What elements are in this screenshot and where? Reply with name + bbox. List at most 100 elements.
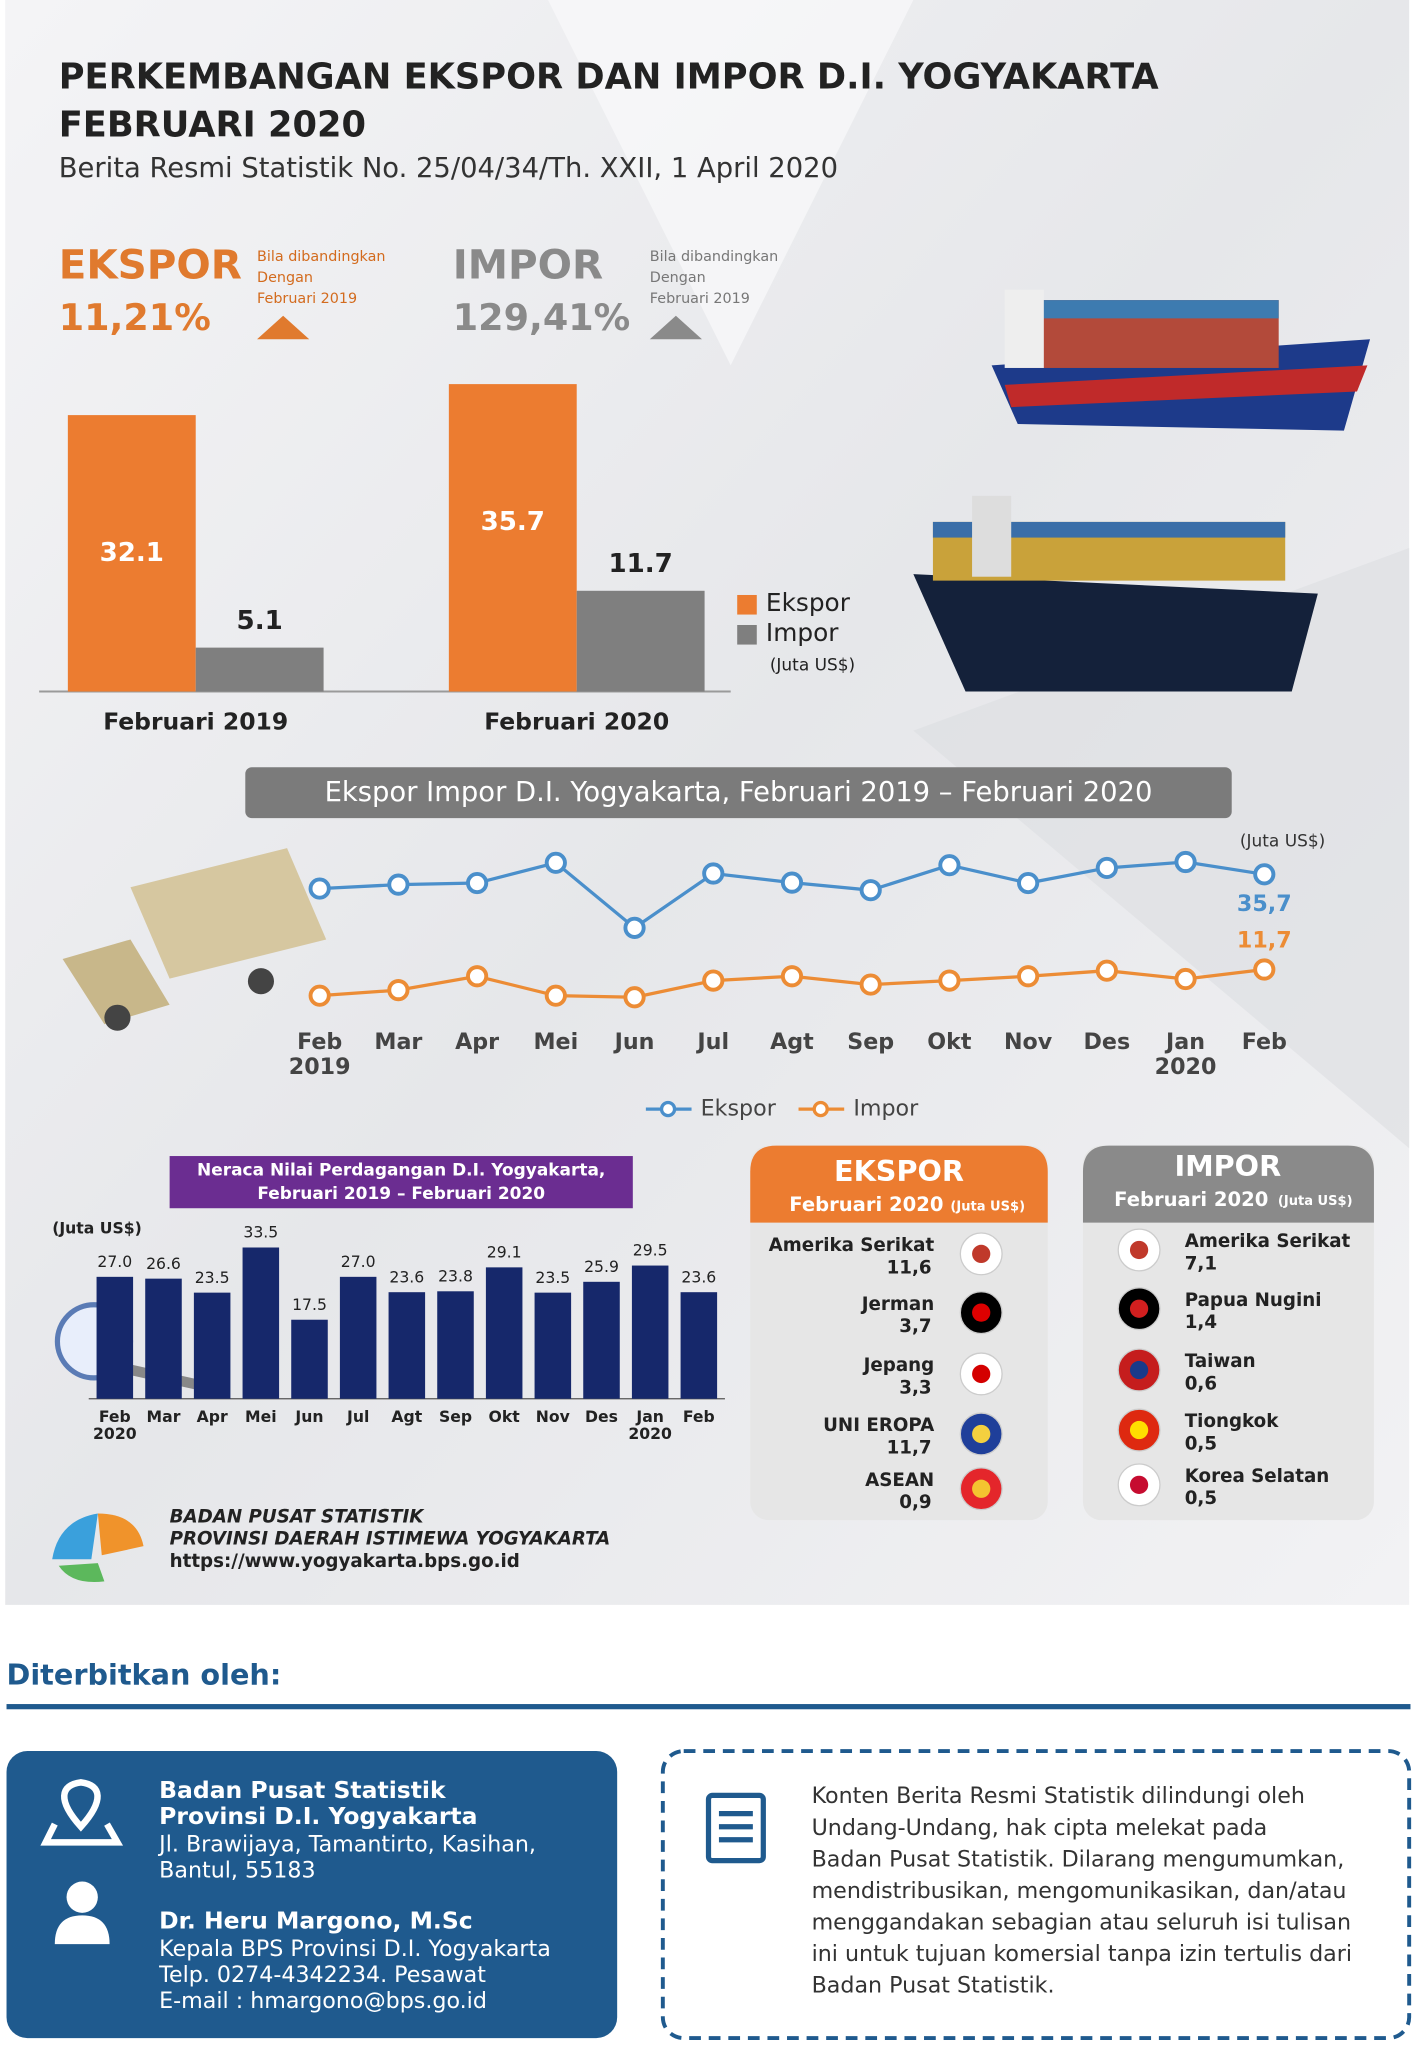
bar <box>485 1267 523 1399</box>
flag-emblem <box>972 1303 991 1322</box>
x-tick-label: Feb <box>1241 1030 1287 1056</box>
notice-line: Undang-Undang, hak cipta melekat pada <box>812 1815 1268 1841</box>
x-tick-label: Jan 2020 <box>1154 1030 1217 1080</box>
chart: Neraca Nilai Perdagangan D.I. Yogyakarta… <box>88 1161 725 1444</box>
legend-marker <box>659 1100 677 1118</box>
divider <box>6 1704 1411 1710</box>
x-tick-label: Nov <box>1003 1030 1053 1056</box>
partner-unit: (Juta US$) <box>1278 1194 1353 1209</box>
bar <box>195 647 324 692</box>
highlight-note: Februari 2019 <box>257 291 357 307</box>
x-tick-label-box: Apr <box>197 1409 228 1426</box>
up-arrow <box>257 315 310 340</box>
partner-name: Jerman <box>860 1294 935 1315</box>
data-label: 25.9 <box>584 1257 619 1276</box>
x-tick-label-box: Agt <box>770 1031 814 1055</box>
bar-title-box: Neraca Nilai Perdagangan D.I. Yogyakarta… <box>197 1161 606 1204</box>
partner-value: 3,3 <box>899 1377 931 1398</box>
partner-value: 0,6 <box>1185 1373 1217 1394</box>
bar <box>193 1292 231 1399</box>
legend-label: Impor <box>853 1096 919 1122</box>
data-label: 5.1 <box>237 606 283 636</box>
x-tick-label-box: Mar <box>374 1030 423 1056</box>
point <box>387 873 410 896</box>
partner-value: 3,7 <box>899 1316 931 1337</box>
x-tick-label-box: Nov <box>536 1409 570 1426</box>
x-tick-label: Sep <box>438 1409 473 1427</box>
x-tick-label-box: Des <box>1084 1031 1131 1055</box>
x-tick-label-box: Jun <box>614 1030 655 1056</box>
notice-line: menggandakan sebagian atau seluruh isi t… <box>812 1909 1351 1935</box>
x-tick-label: Mar <box>374 1030 423 1056</box>
legend-swatch <box>737 594 757 615</box>
partner-subtitle: Februari 2020 <box>1114 1188 1268 1211</box>
point <box>938 854 961 877</box>
point <box>1253 863 1276 886</box>
charts: Februari 2019 32.1 5.1 Februari 2020 35.7 11.… <box>39 384 1292 1444</box>
x-tick-label: Okt <box>927 1030 972 1056</box>
partner-value: 11,6 <box>887 1257 932 1278</box>
bar-title: Neraca Nilai Perdagangan D.I. Yogyakarta… <box>197 1161 606 1204</box>
unit-label: (Juta US$) <box>770 654 855 674</box>
subtitle: Berita Resmi Statistik No. 25/04/34/Th. … <box>59 153 838 184</box>
title: PERKEMBANGAN EKSPOR DAN IMPOR D.I. YOGYA… <box>59 56 1160 97</box>
x-tick-label: Februari 2019 <box>103 707 288 735</box>
partner-value: 1,4 <box>1185 1312 1217 1333</box>
x-tick-label: Jul <box>697 1030 730 1056</box>
data-label: 23.6 <box>389 1267 424 1286</box>
chart: Feb 2019 Mar Apr Mei Jun Jul Agt Sep Okt Nov Des Ja… <box>289 850 1292 1122</box>
unit-label: (Juta US$) <box>52 1219 142 1238</box>
contact-box <box>6 1751 618 2039</box>
background-shape <box>913 548 1410 1149</box>
flag-emblem <box>972 1364 991 1384</box>
partner-name: Taiwan <box>1185 1351 1256 1372</box>
line-title-banner <box>245 767 1232 819</box>
x-tick-label: Sep <box>847 1030 895 1056</box>
point <box>1174 850 1197 874</box>
x-tick-label: Mei <box>245 1409 277 1427</box>
bar <box>96 1276 134 1399</box>
x-tick-label-box: Sep <box>847 1030 895 1056</box>
flag-emblem <box>972 1244 991 1264</box>
x-tick-label: Februari 2020 <box>484 707 669 735</box>
person-line: E-mail : hmargono@bps.go.id <box>159 1988 487 2014</box>
unit-label: (Juta US$) <box>1240 831 1325 851</box>
x-tick-label: Feb 2020 <box>93 1409 137 1444</box>
x-tick-label-box: Nov <box>1003 1030 1053 1056</box>
flag-emblem <box>972 1424 991 1444</box>
notice-box <box>660 1749 1412 2041</box>
highlight-note: Februari 2019 <box>650 291 750 307</box>
x-tick-label: Jul <box>346 1409 370 1427</box>
x-tick-label: Okt <box>488 1409 520 1427</box>
x-tick-label-box: Des <box>585 1409 618 1426</box>
partner-name: Jepang <box>862 1355 935 1376</box>
partner-header <box>750 1145 1048 1223</box>
x-tick-label-box: Feb <box>1241 1030 1287 1056</box>
highlight-label: IMPOR <box>453 240 603 288</box>
x-tick-label: Agt <box>391 1409 423 1427</box>
person-name: Dr. Heru Margono, M.Sc <box>159 1906 473 1934</box>
background-shape <box>548 0 914 366</box>
data-label: 29.5 <box>633 1241 668 1260</box>
point <box>623 986 646 1009</box>
partner-title: IMPOR <box>1174 1149 1281 1183</box>
point <box>544 984 567 1007</box>
data-label: 23.6 <box>681 1267 716 1286</box>
x-tick-label-box: Jun <box>295 1409 323 1426</box>
x-tick-label: Jun <box>614 1030 655 1056</box>
flag-emblem <box>972 1479 991 1498</box>
point <box>308 877 331 900</box>
address-line: Bantul, 55183 <box>159 1858 315 1884</box>
flag-emblem <box>1129 1360 1149 1380</box>
x-tick-label: Feb <box>682 1409 715 1427</box>
bar-title-box <box>169 1156 633 1209</box>
partner-unit: (Juta US$) <box>950 1199 1025 1214</box>
agency-line: PROVINSI DAERAH ISTIMEWA YOGYAKARTA <box>170 1529 611 1550</box>
partner-name: Tiongkok <box>1185 1411 1279 1432</box>
point <box>308 984 331 1007</box>
data-label: 17.5 <box>292 1295 327 1314</box>
highlight-note: Bila dibandingkan <box>650 249 778 265</box>
partner-value: 0,5 <box>1185 1488 1217 1509</box>
